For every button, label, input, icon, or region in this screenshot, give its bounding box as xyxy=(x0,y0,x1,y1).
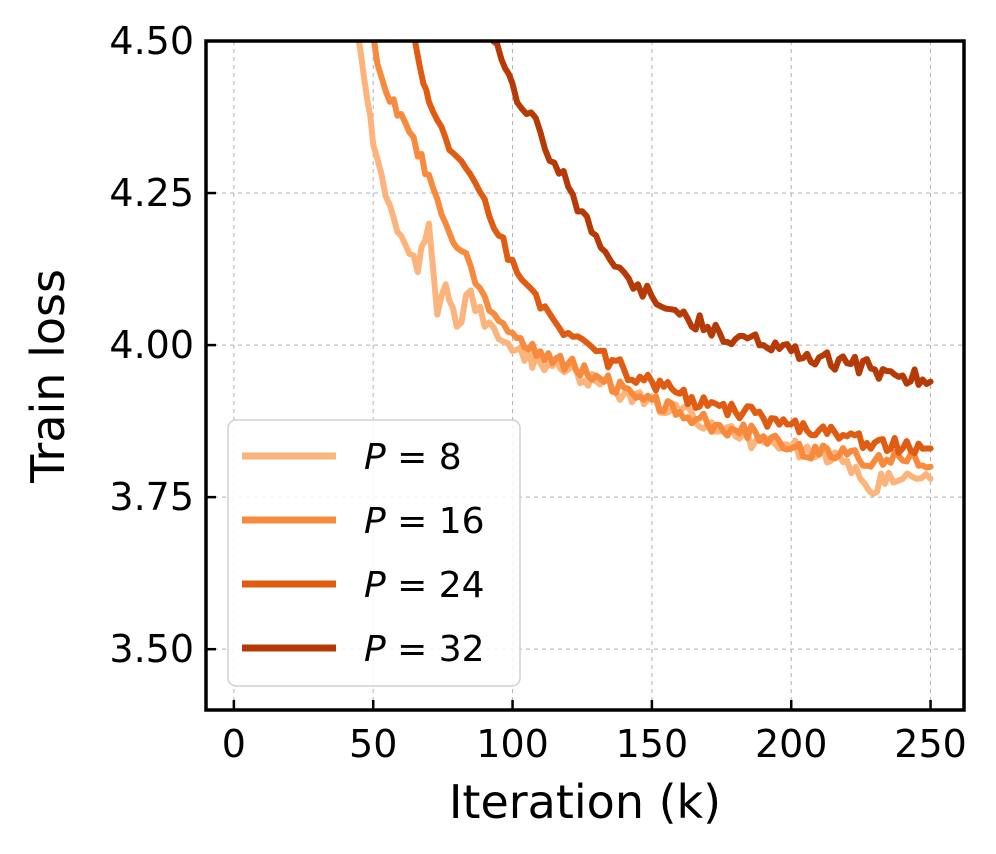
legend-label: P = 16 xyxy=(364,501,485,542)
x-tick-label: 150 xyxy=(616,722,689,766)
y-tick-label: 3.50 xyxy=(109,627,194,671)
y-tick-label: 4.00 xyxy=(109,323,194,367)
legend-value: 32 xyxy=(439,629,485,670)
series-group xyxy=(355,41,934,497)
series-line-16 xyxy=(371,41,934,471)
y-tick-label: 3.75 xyxy=(109,475,194,519)
legend-var: P xyxy=(364,629,386,670)
axis-ticks: 0 50 100 150 200 250 3.50 3.75 4.00 4.25 4.50 xyxy=(109,19,966,766)
legend-value: 8 xyxy=(439,437,462,478)
x-tick-label: 50 xyxy=(349,722,397,766)
legend-var: P xyxy=(364,565,386,606)
x-tick-label: 0 xyxy=(222,722,246,766)
x-tick-label: 250 xyxy=(894,722,967,766)
legend: P = 8P = 16P = 24P = 32 xyxy=(227,419,521,687)
legend-label: P = 32 xyxy=(364,629,485,670)
y-tick-label: 4.50 xyxy=(109,19,194,63)
x-tick-label: 100 xyxy=(476,722,549,766)
legend-label: P = 24 xyxy=(364,565,485,606)
plot-frame xyxy=(204,39,966,712)
legend-var: P xyxy=(364,437,386,478)
x-tick-label: 200 xyxy=(755,722,828,766)
y-axis-label: Train loss xyxy=(21,269,75,484)
legend-eq: = xyxy=(386,501,439,542)
series-line-24 xyxy=(412,41,934,457)
legend-value: 16 xyxy=(439,501,485,542)
legend-value: 24 xyxy=(439,565,485,606)
legend-box xyxy=(227,419,521,687)
series-line-32 xyxy=(490,41,934,388)
legend-label: P = 8 xyxy=(364,437,462,478)
x-axis-label: Iteration (k) xyxy=(449,775,721,829)
legend-eq: = xyxy=(386,565,439,606)
legend-var: P xyxy=(364,501,386,542)
legend-eq: = xyxy=(386,437,439,478)
legend-eq: = xyxy=(386,629,439,670)
y-tick-label: 4.25 xyxy=(109,171,194,215)
